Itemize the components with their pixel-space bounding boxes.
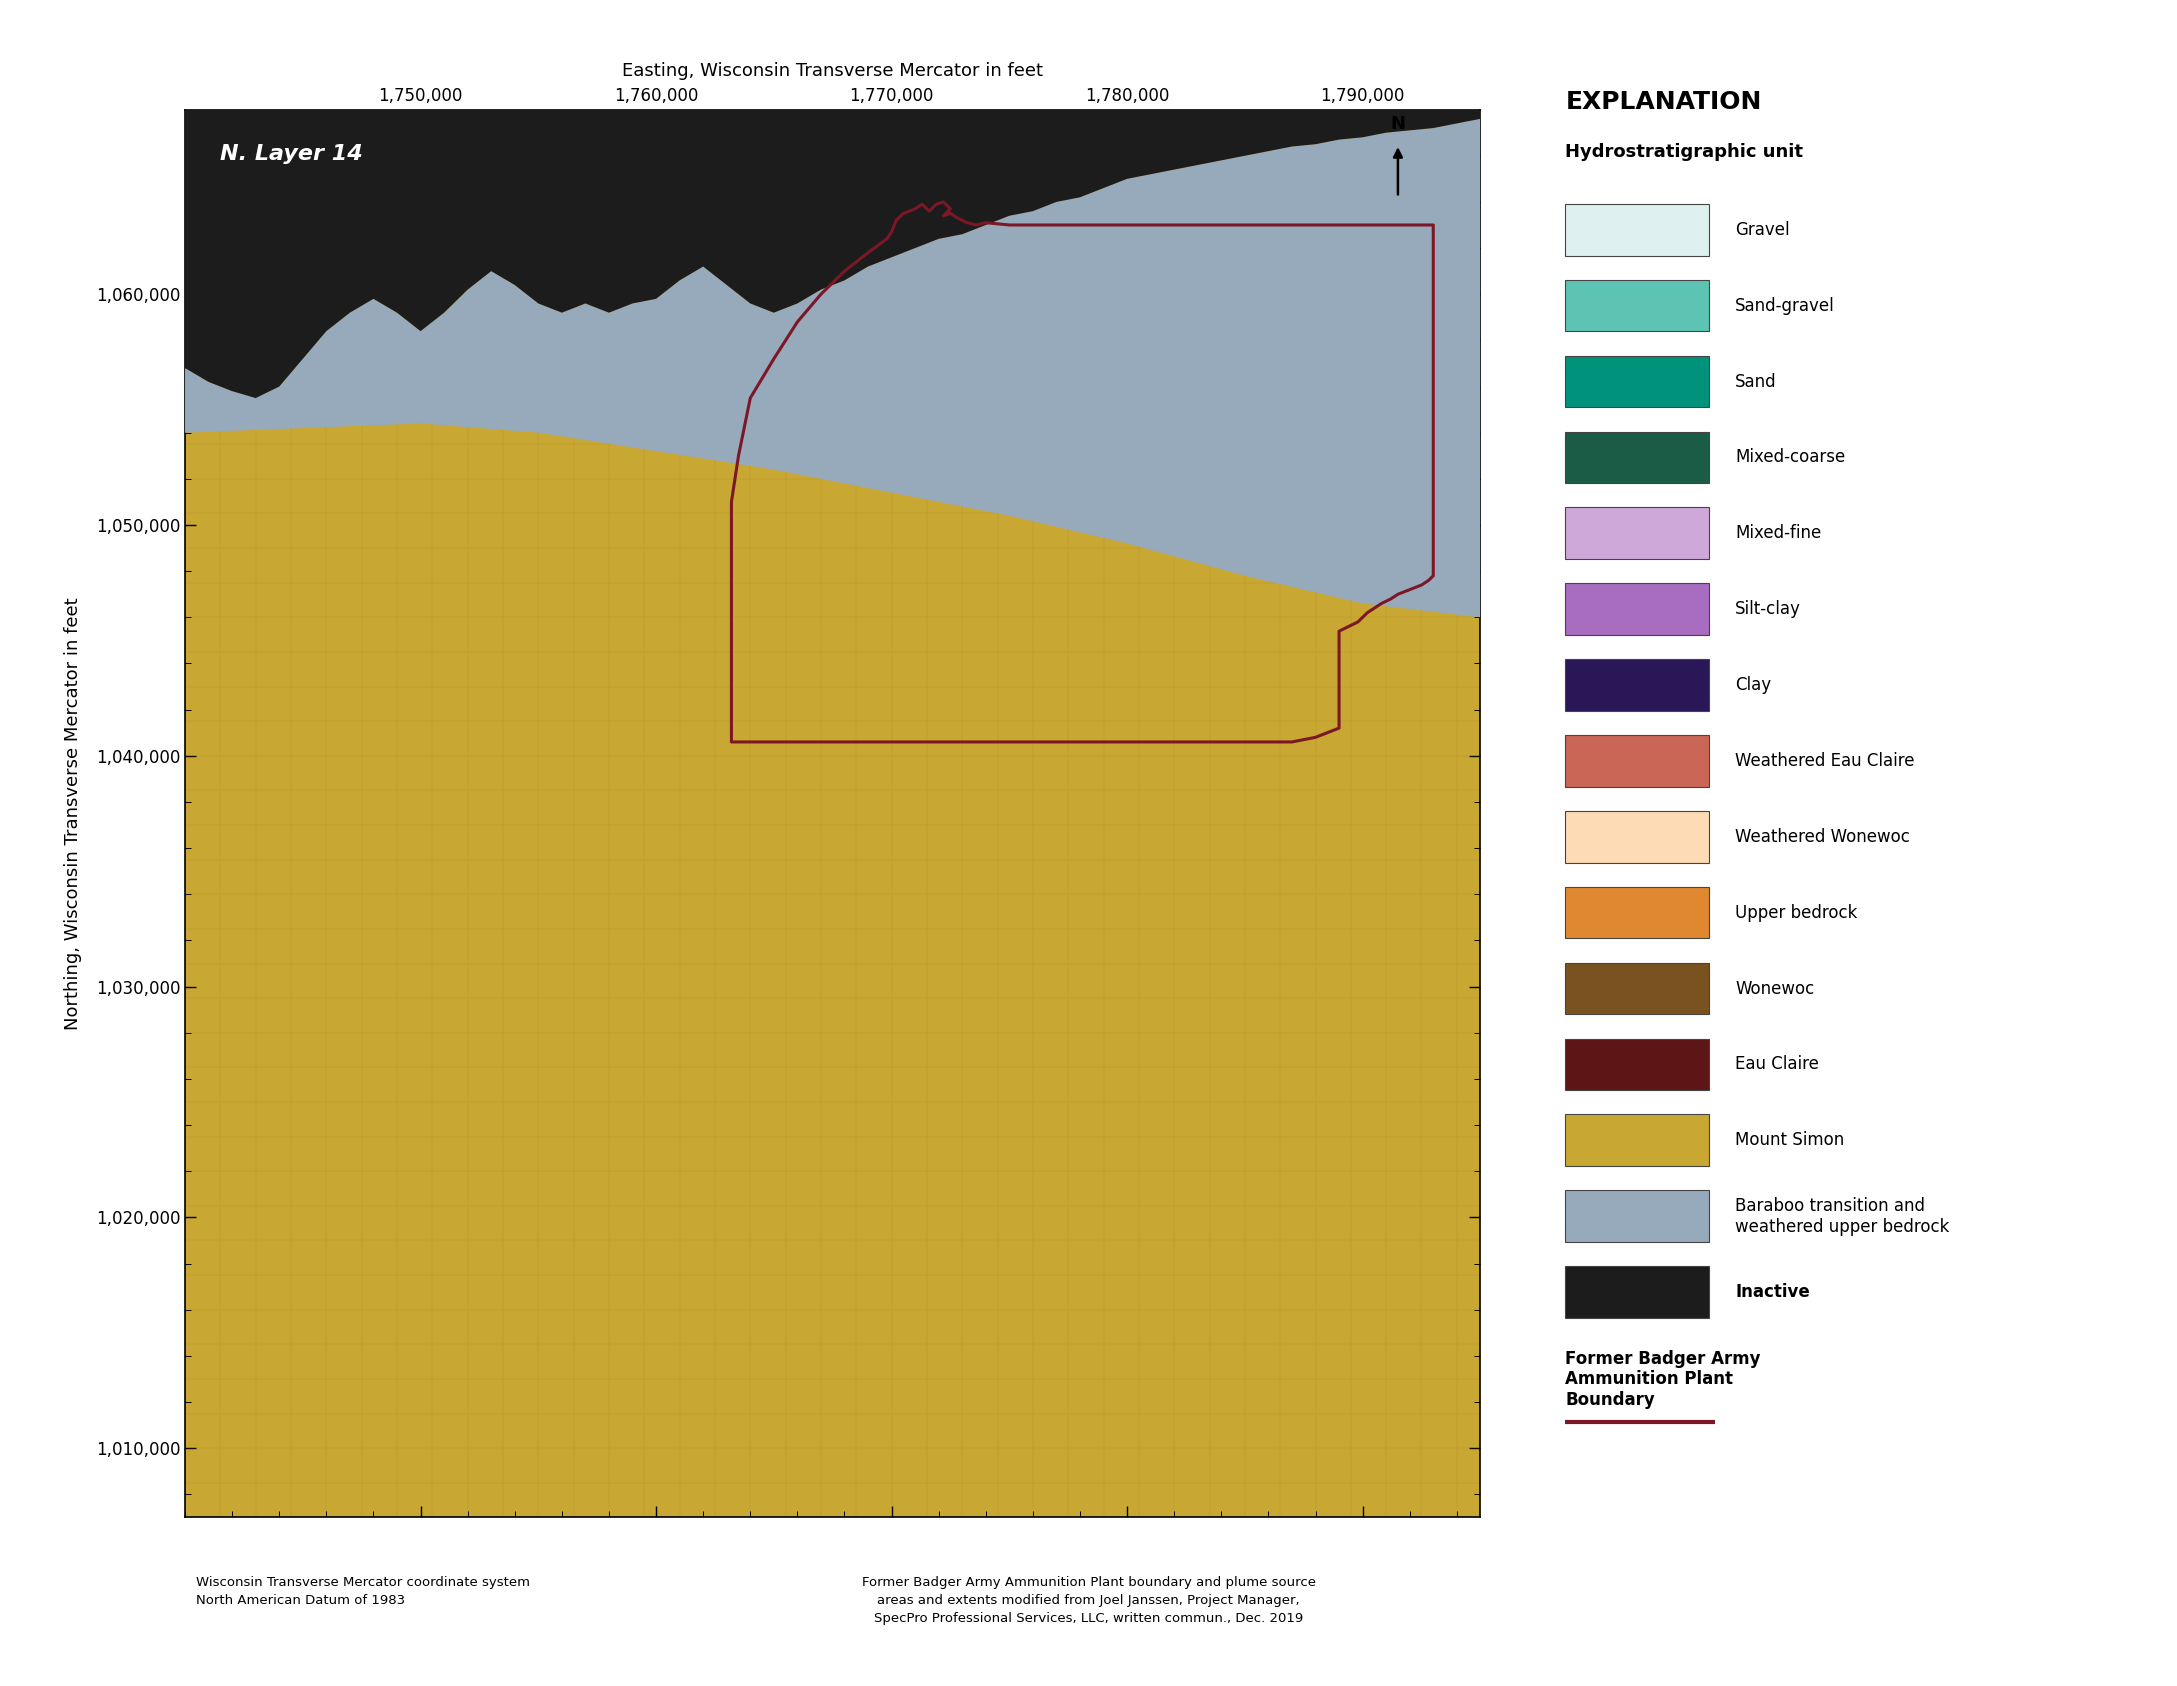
Bar [1565, 887, 1709, 939]
Text: Wisconsin Transverse Mercator coordinate system
North American Datum of 1983: Wisconsin Transverse Mercator coordinate… [196, 1576, 529, 1607]
Text: Weathered Eau Claire: Weathered Eau Claire [1735, 752, 1914, 771]
Bar [1565, 735, 1709, 787]
Polygon shape [185, 110, 1480, 398]
Text: Upper bedrock: Upper bedrock [1735, 904, 1857, 922]
Polygon shape [185, 118, 1480, 617]
Bar [1565, 432, 1709, 484]
Text: Clay: Clay [1735, 676, 1772, 695]
Bar [1565, 963, 1709, 1015]
Bar [1565, 583, 1709, 636]
Text: Mixed-fine: Mixed-fine [1735, 524, 1822, 543]
Bar [1565, 659, 1709, 711]
Text: Gravel: Gravel [1735, 221, 1789, 239]
Bar [1565, 1190, 1709, 1243]
Bar [1565, 507, 1709, 560]
Text: EXPLANATION: EXPLANATION [1565, 89, 1761, 115]
Text: Inactive: Inactive [1735, 1283, 1809, 1302]
Text: Wonewoc: Wonewoc [1735, 980, 1813, 998]
X-axis label: Easting, Wisconsin Transverse Mercator in feet: Easting, Wisconsin Transverse Mercator i… [623, 62, 1043, 79]
Text: Baraboo transition and
weathered upper bedrock: Baraboo transition and weathered upper b… [1735, 1197, 1948, 1236]
Text: Mixed-coarse: Mixed-coarse [1735, 448, 1846, 467]
Text: Weathered Wonewoc: Weathered Wonewoc [1735, 828, 1909, 846]
Bar [1565, 204, 1709, 256]
Bar [1565, 1114, 1709, 1167]
Text: Sand-gravel: Sand-gravel [1735, 297, 1835, 315]
Text: Sand: Sand [1735, 373, 1776, 391]
Bar [1565, 1266, 1709, 1318]
Bar [1565, 1039, 1709, 1091]
Text: N: N [1391, 115, 1406, 133]
Y-axis label: Northing, Wisconsin Transverse Mercator in feet: Northing, Wisconsin Transverse Mercator … [63, 597, 83, 1030]
Text: Mount Simon: Mount Simon [1735, 1131, 1844, 1150]
Bar [1565, 356, 1709, 408]
Text: Former Badger Army Ammunition Plant boundary and plume source
areas and extents : Former Badger Army Ammunition Plant boun… [862, 1576, 1315, 1625]
Text: Silt-clay: Silt-clay [1735, 600, 1800, 619]
Text: Hydrostratigraphic unit: Hydrostratigraphic unit [1565, 143, 1803, 162]
Bar [1565, 280, 1709, 332]
Text: Eau Claire: Eau Claire [1735, 1055, 1820, 1074]
Bar [1565, 811, 1709, 863]
Text: N. Layer 14: N. Layer 14 [220, 145, 364, 164]
Text: Former Badger Army
Ammunition Plant
Boundary: Former Badger Army Ammunition Plant Boun… [1565, 1349, 1761, 1409]
